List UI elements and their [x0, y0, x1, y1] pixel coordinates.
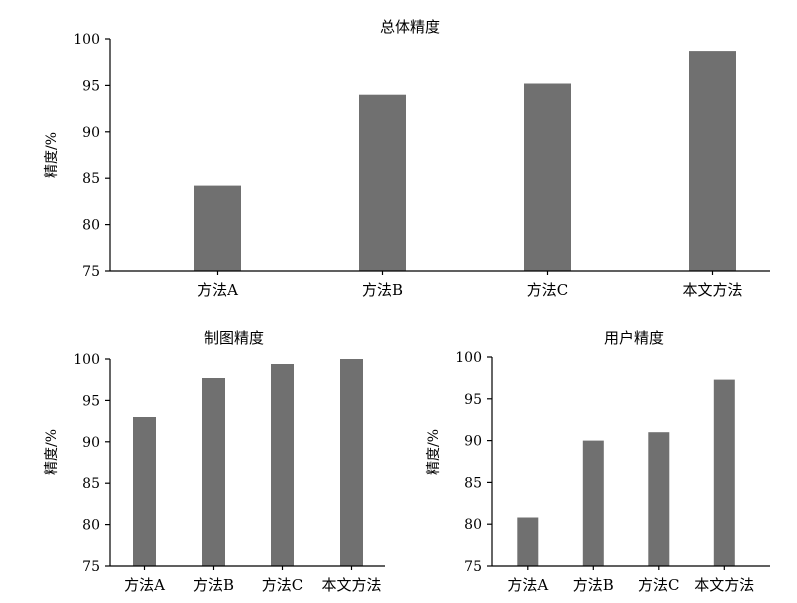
chart-title: 制图精度: [204, 329, 264, 347]
bar: [648, 432, 670, 566]
y-tick-label: 90: [82, 125, 100, 141]
bar: [271, 364, 294, 566]
y-tick-label: 80: [464, 517, 482, 533]
y-tick-label: 85: [82, 476, 100, 492]
chart-producer-accuracy: 制图精度 精度/% 方法A 方法B 方法C 本文方法 75 80 85 90 95 100: [44, 329, 385, 594]
bar: [582, 440, 604, 566]
chart-user-accuracy: 用户精度 精度/% 方法A 方法B 方法C 本文方法 75 80 85 90 95 100: [426, 329, 770, 594]
bar: [359, 94, 406, 271]
y-tick-label: 100: [455, 350, 482, 366]
bar: [133, 417, 156, 566]
y-tick-label: 100: [73, 32, 100, 48]
bar: [689, 51, 736, 271]
x-tick-label: 本文方法: [694, 576, 754, 594]
bar: [194, 185, 241, 271]
y-axis-label: 精度/%: [426, 429, 442, 475]
x-tick-label: 本文方法: [321, 576, 381, 594]
chart-title: 总体精度: [380, 18, 440, 36]
y-tick-label: 85: [82, 171, 100, 187]
y-tick-label: 100: [73, 352, 100, 368]
chart-overall-accuracy: 总体精度 精度/% 方法A 方法B 方法C 本文方法 75 80 85 90 95 100: [44, 18, 770, 299]
y-tick-label: 85: [464, 475, 482, 491]
x-tick-label: 方法C: [527, 281, 568, 299]
x-tick-label: 方法A: [124, 576, 165, 594]
y-tick-label: 90: [82, 435, 100, 451]
x-tick-label: 方法C: [638, 576, 679, 594]
x-tick-label: 本文方法: [682, 281, 742, 299]
y-tick-label: 95: [82, 393, 100, 409]
bar: [340, 359, 363, 566]
x-tick-label: 方法A: [507, 576, 548, 594]
y-tick-label: 75: [464, 559, 482, 575]
bar: [524, 83, 571, 271]
x-tick-label: 方法B: [573, 576, 614, 594]
y-tick-label: 95: [82, 78, 100, 94]
chart-title: 用户精度: [604, 329, 664, 347]
y-tick-label: 75: [82, 264, 100, 280]
y-tick-label: 75: [82, 559, 100, 575]
bar: [713, 379, 735, 566]
x-tick-label: 方法C: [262, 576, 303, 594]
x-tick-label: 方法B: [193, 576, 234, 594]
y-tick-label: 95: [464, 392, 482, 408]
y-tick-label: 80: [82, 218, 100, 234]
y-tick-label: 90: [464, 434, 482, 450]
bar: [517, 517, 539, 566]
y-axis-label: 精度/%: [44, 132, 60, 178]
x-tick-label: 方法A: [197, 281, 238, 299]
bar: [202, 378, 225, 566]
y-tick-label: 80: [82, 518, 100, 534]
x-tick-label: 方法B: [362, 281, 403, 299]
y-axis-label: 精度/%: [44, 429, 60, 475]
